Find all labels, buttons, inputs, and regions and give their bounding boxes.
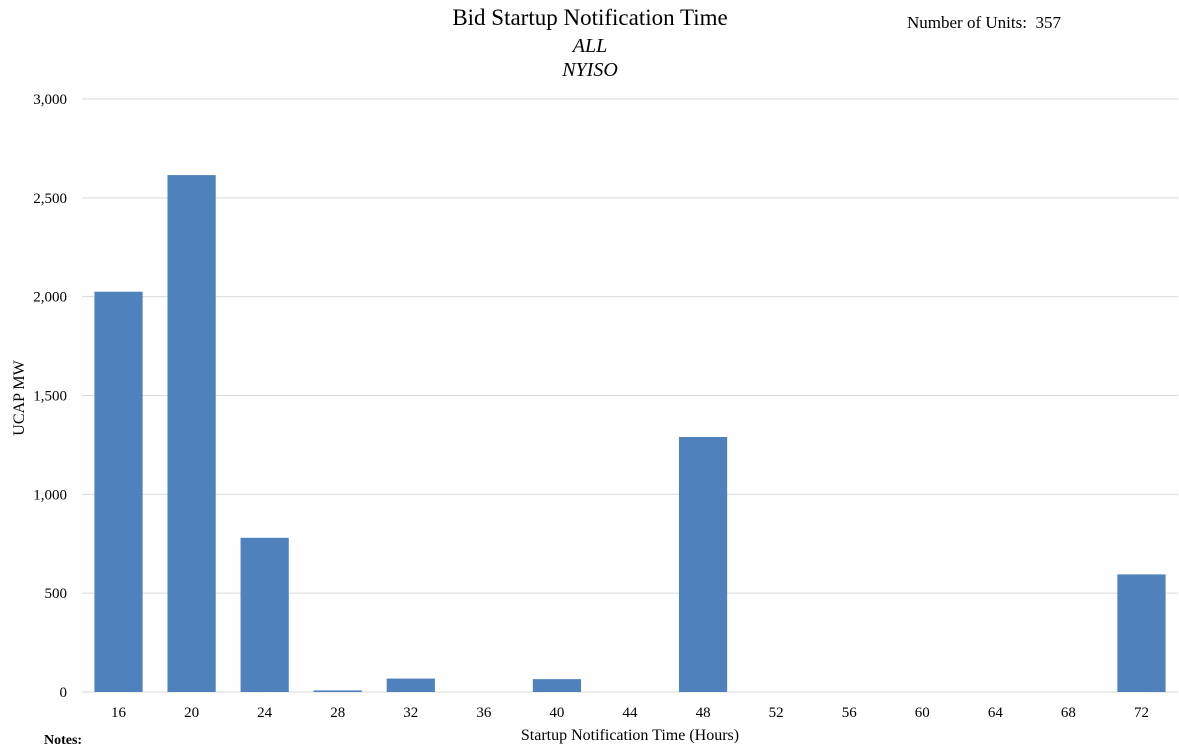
units-count: Number of Units: 357 (907, 13, 1061, 33)
units-value: 357 (1035, 13, 1061, 32)
chart-title: Bid Startup Notification Time (452, 5, 728, 30)
chart-subtitle-nyiso: NYISO (562, 59, 618, 81)
y-tick-label: 500 (45, 586, 68, 602)
y-axis-label: UCAP MW (11, 359, 28, 435)
x-tick-label: 20 (184, 705, 199, 721)
notes-label: Notes: (44, 733, 83, 748)
x-axis-ticks: 16 20 24 28 32 36 40 44 48 52 56 60 64 68 72 (111, 705, 1149, 721)
x-tick-label: 64 (988, 705, 1004, 721)
bar (386, 678, 435, 692)
y-axis-ticks: 0 500 1,000 1,500 2,000 2,500 3,000 (33, 92, 67, 701)
x-tick-label: 60 (915, 705, 930, 721)
x-tick-label: 28 (330, 705, 345, 721)
bars (94, 175, 1166, 692)
x-tick-label: 16 (111, 705, 127, 721)
chart-subtitle-all: ALL (572, 35, 608, 57)
x-axis-label: Startup Notification Time (Hours) (521, 727, 739, 744)
bar (167, 175, 216, 692)
y-tick-label: 3,000 (33, 92, 67, 108)
x-tick-label: 56 (842, 705, 858, 721)
x-tick-label: 40 (549, 705, 564, 721)
x-tick-label: 72 (1134, 705, 1149, 721)
y-tick-label: 0 (60, 685, 68, 701)
bar (678, 437, 728, 692)
bar (1117, 574, 1166, 692)
y-tick-label: 2,000 (33, 290, 67, 306)
y-tick-label: 1,000 (33, 487, 67, 503)
bar (313, 690, 362, 692)
units-label: Number of Units: (907, 13, 1027, 32)
x-tick-label: 36 (476, 705, 492, 721)
bar (94, 291, 143, 692)
bar (532, 679, 582, 692)
x-tick-label: 68 (1061, 705, 1076, 721)
x-tick-label: 48 (696, 705, 711, 721)
x-tick-label: 44 (623, 705, 639, 721)
x-tick-label: 52 (769, 705, 784, 721)
y-tick-label: 2,500 (33, 191, 67, 207)
y-tick-label: 1,500 (33, 389, 67, 405)
bar (240, 537, 289, 692)
x-tick-label: 24 (257, 705, 273, 721)
x-tick-label: 32 (403, 705, 418, 721)
